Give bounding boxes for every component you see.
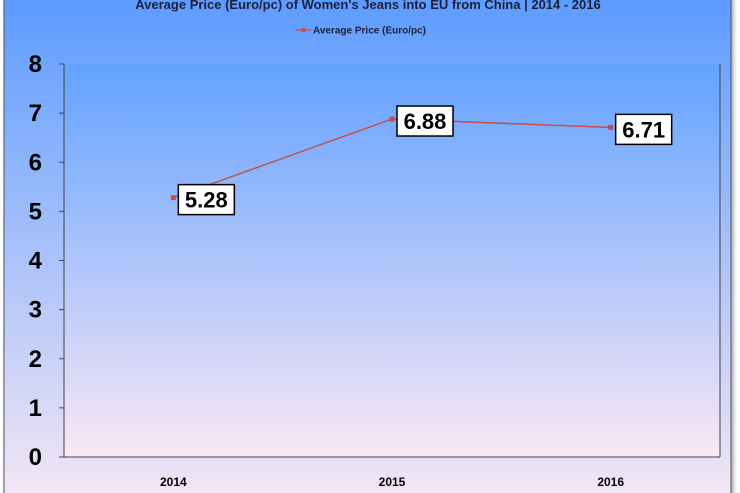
legend-point-marker xyxy=(301,28,306,32)
y-tick-label: 8 xyxy=(29,51,42,78)
y-tick-label: 0 xyxy=(29,444,42,471)
x-axis-ticks: 2014 2015 2016 xyxy=(160,475,624,489)
data-label-2016: 6.71 xyxy=(614,113,673,146)
y-tick-label: 6 xyxy=(29,149,42,176)
legend: Average Price (Euro/pc) xyxy=(296,26,426,37)
data-label-box xyxy=(396,105,454,137)
y-tick-label: 1 xyxy=(29,395,42,422)
data-label-text: 6.88 xyxy=(404,109,447,134)
legend-label: Average Price (Euro/pc) xyxy=(313,26,426,37)
y-tick-label: 4 xyxy=(29,248,43,275)
data-labels: 5.28 6.88 6.71 xyxy=(177,105,673,216)
y-tick-label: 3 xyxy=(29,297,42,324)
data-point-2016[interactable] xyxy=(608,124,614,130)
data-label-2014: 5.28 xyxy=(177,183,236,216)
data-point-2015[interactable] xyxy=(389,116,395,122)
y-axis-ticks: 0 1 2 3 4 5 6 7 8 xyxy=(29,51,64,471)
data-label-text: 5.28 xyxy=(185,188,228,213)
y-tick-label: 2 xyxy=(29,346,42,373)
x-tick-label: 2014 xyxy=(160,475,187,489)
chart-title: Average Price (Euro/pc) of Women's Jeans… xyxy=(135,0,600,12)
x-tick-label: 2016 xyxy=(597,475,624,489)
data-label-box xyxy=(177,183,236,216)
y-tick-label: 5 xyxy=(29,198,42,225)
y-tick-label: 7 xyxy=(29,100,42,127)
data-label-text: 6.71 xyxy=(622,117,665,142)
data-label-2015: 6.88 xyxy=(396,105,454,137)
data-point-2014[interactable] xyxy=(170,195,176,201)
data-label-box xyxy=(614,113,673,146)
series-line-group xyxy=(170,116,614,201)
x-tick-label: 2015 xyxy=(379,475,406,489)
